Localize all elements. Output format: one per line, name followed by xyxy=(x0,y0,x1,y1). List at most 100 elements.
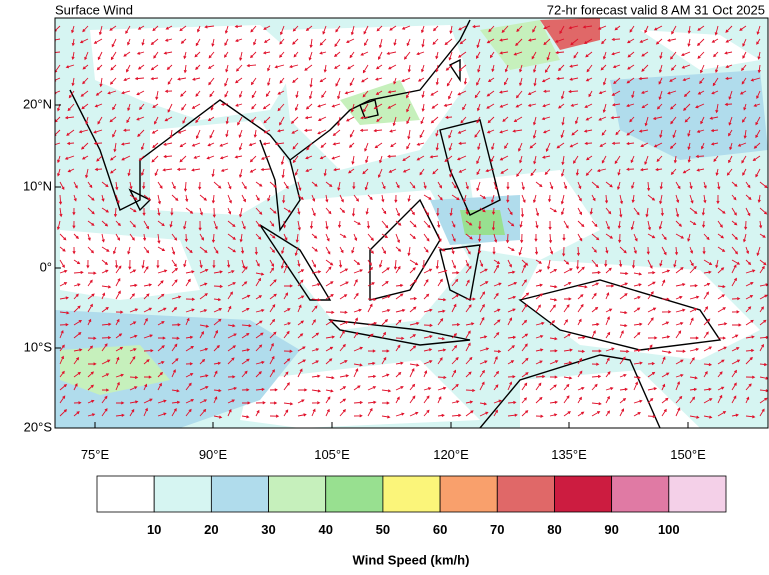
wind-arrow xyxy=(143,375,152,379)
wind-arrow xyxy=(171,181,176,190)
wind-arrow xyxy=(696,168,705,172)
wind-arrow xyxy=(417,77,425,82)
wind-arrow xyxy=(703,398,713,404)
wind-arrow xyxy=(486,90,495,97)
lat-label: 20°S xyxy=(24,419,53,434)
wind-arrow xyxy=(731,264,737,274)
wind-arrow xyxy=(297,346,306,352)
wind-arrow xyxy=(563,383,570,391)
wind-arrow xyxy=(387,90,397,94)
wind-arrow xyxy=(757,194,761,203)
wind-arrow xyxy=(465,207,469,216)
wind-arrow xyxy=(367,246,374,254)
wind-arrow xyxy=(183,64,187,74)
wind-arrow xyxy=(655,38,663,45)
wind-arrow xyxy=(220,102,229,106)
wind-arrow xyxy=(513,51,523,56)
wind-arrow xyxy=(696,129,705,133)
wind-arrow xyxy=(669,142,677,149)
wind-arrow xyxy=(73,194,77,202)
wind-arrow xyxy=(402,168,411,173)
wind-arrow xyxy=(611,37,621,42)
wind-arrow xyxy=(465,304,472,313)
wind-arrow xyxy=(409,297,418,301)
wind-arrow xyxy=(753,142,761,149)
wind-arrow xyxy=(493,356,498,365)
wind-arrow xyxy=(109,77,117,85)
wind-arrow xyxy=(423,268,433,274)
wind-arrow xyxy=(211,194,215,204)
wind-arrow xyxy=(267,77,271,87)
wind-arrow xyxy=(143,317,148,326)
legend-title: Wind Speed (km/h) xyxy=(353,552,470,567)
wind-arrow xyxy=(199,293,208,300)
wind-arrow xyxy=(157,233,161,244)
wind-arrow xyxy=(403,51,411,60)
wind-arrow xyxy=(185,207,194,214)
wind-arrow xyxy=(478,246,482,255)
wind-arrow xyxy=(520,233,524,244)
wind-arrow xyxy=(292,142,299,150)
wind-arrow xyxy=(109,25,117,31)
wind-arrow xyxy=(263,116,271,124)
wind-arrow xyxy=(479,347,490,352)
wind-arrow xyxy=(605,387,614,391)
wind-arrow xyxy=(549,349,558,353)
wind-arrow xyxy=(725,38,733,43)
wind-arrow xyxy=(199,374,209,378)
wind-arrow xyxy=(319,51,327,55)
wind-arrow xyxy=(269,369,275,378)
wind-arrow xyxy=(395,371,402,378)
wind-arrow xyxy=(745,259,752,266)
wind-arrow xyxy=(171,259,177,268)
wind-arrow xyxy=(185,297,196,301)
wind-arrow xyxy=(420,116,425,125)
wind-arrow xyxy=(576,246,581,257)
wind-arrow xyxy=(728,155,733,164)
lon-label: 120°E xyxy=(433,447,469,462)
wind-arrow xyxy=(605,207,612,215)
wind-arrow xyxy=(486,38,495,44)
wind-arrow xyxy=(465,356,473,365)
wind-arrow xyxy=(499,103,509,108)
wind-arrow xyxy=(95,90,103,96)
wind-arrow xyxy=(143,334,153,339)
wind-arrow xyxy=(110,64,117,71)
wind-arrow xyxy=(521,292,530,300)
wind-arrow xyxy=(465,388,476,393)
wind-arrow xyxy=(361,77,369,83)
wind-arrow xyxy=(717,336,727,340)
wind-arrow xyxy=(87,371,94,378)
wind-arrow xyxy=(695,103,705,109)
wind-arrow xyxy=(367,374,377,378)
wind-arrow xyxy=(673,155,677,164)
wind-arrow xyxy=(137,129,145,137)
wind-arrow xyxy=(759,343,764,352)
wind-arrow xyxy=(653,142,663,148)
wind-arrow xyxy=(699,77,705,85)
wind-arrow xyxy=(349,77,355,87)
wind-arrow xyxy=(213,246,219,254)
wind-arrow xyxy=(373,129,383,133)
wind-arrow xyxy=(101,359,111,365)
wind-arrow xyxy=(725,64,733,69)
wind-arrow xyxy=(179,155,187,163)
wind-arrow xyxy=(423,279,429,287)
wind-arrow xyxy=(731,297,741,301)
wind-arrow xyxy=(87,271,97,275)
wind-arrow xyxy=(612,64,621,69)
wind-arrow xyxy=(640,142,649,147)
wind-arrow xyxy=(59,296,69,300)
wind-arrow xyxy=(759,233,766,238)
wind-arrow xyxy=(238,90,243,99)
wind-arrow xyxy=(101,408,108,417)
wind-arrow xyxy=(645,207,649,218)
wind-arrow xyxy=(185,345,194,352)
wind-arrow xyxy=(569,77,579,81)
wind-arrow xyxy=(745,295,754,300)
wind-arrow xyxy=(591,306,599,313)
wind-arrow xyxy=(123,51,131,57)
wind-arrow xyxy=(255,233,262,240)
wind-arrow xyxy=(185,317,190,326)
wind-arrow xyxy=(395,396,400,404)
